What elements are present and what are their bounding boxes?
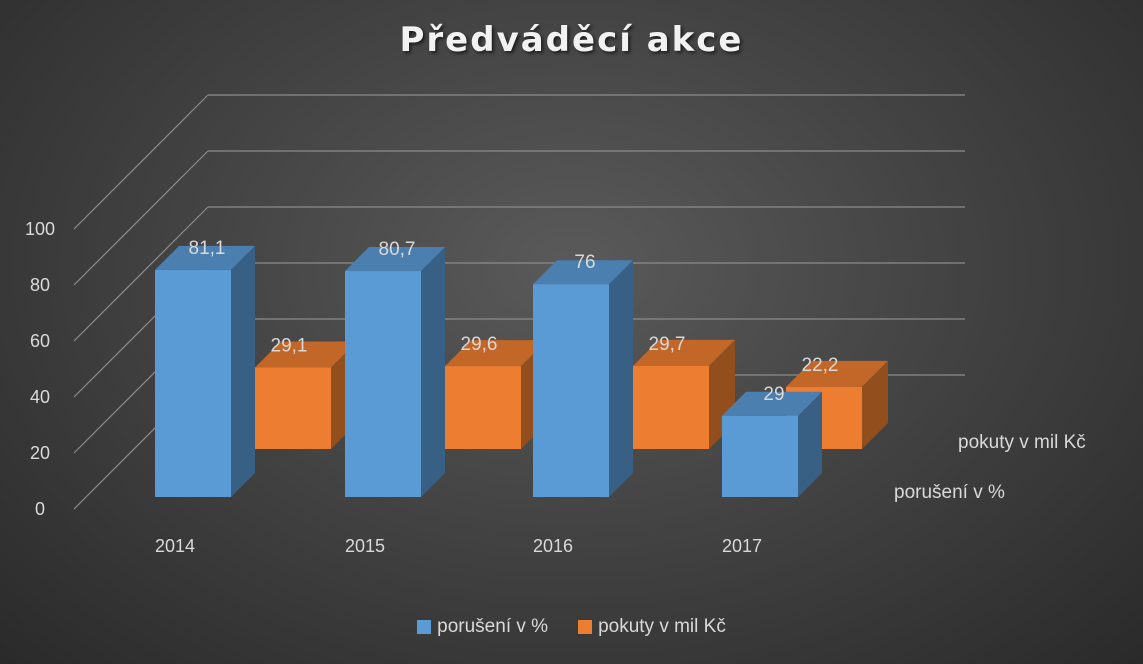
- data-label-series-1: 76: [574, 252, 595, 273]
- bar-series-2-2017: [786, 360, 888, 449]
- legend: porušení v % pokuty v mil Kč: [0, 616, 1143, 638]
- y-tick-label: 60: [30, 331, 50, 351]
- bar-series-2-2016: [633, 339, 735, 449]
- y-tick-label: 0: [35, 499, 45, 519]
- data-label-series-1: 80,7: [379, 239, 416, 260]
- gridline-diagonal: [73, 206, 209, 342]
- data-label-series-2: 29,1: [271, 336, 308, 357]
- x-tick-label: 2014: [155, 536, 195, 556]
- legend-swatch-series-2: [578, 620, 593, 634]
- bar-series-1-2014-front: [155, 269, 231, 497]
- legend-item-series-1: porušení v %: [417, 616, 548, 638]
- bar-series-2-2014: [255, 341, 357, 449]
- bar-series-2-2016-top: [633, 339, 735, 366]
- bar-series-2-2015-front: [445, 366, 521, 449]
- bar-series-2-2014-front: [255, 367, 331, 449]
- data-label-series-1: 29: [763, 384, 784, 405]
- bar-series-2-2015: [445, 340, 547, 449]
- y-tick-label: 20: [30, 443, 50, 463]
- bar-series-1-2016-top: [533, 260, 633, 285]
- bar-series-2-2016-front: [633, 365, 709, 449]
- bar-series-1-2017-side: [798, 391, 822, 497]
- bar-series-2-2014-top: [255, 341, 357, 368]
- bar-series-1-2014-top: [155, 245, 255, 270]
- bar-series-1-2015-top: [345, 247, 445, 272]
- legend-item-series-2: pokuty v mil Kč: [578, 616, 726, 638]
- legend-label-series-2: pokuty v mil Kč: [598, 616, 726, 637]
- data-label-series-2: 29,6: [461, 334, 498, 355]
- data-label-series-1: 81,1: [189, 238, 226, 259]
- bar-series-2-2017-top: [786, 360, 888, 387]
- bar-series-1-2016: [533, 260, 633, 497]
- x-tick-label: 2015: [345, 536, 385, 556]
- y-tick-label: 80: [30, 275, 50, 295]
- y-tick-label: 40: [30, 387, 50, 407]
- chart-title: Předváděcí akce: [399, 20, 744, 60]
- legend-swatch-series-1: [417, 620, 432, 634]
- bar-series-1-2014-side: [231, 245, 255, 497]
- data-label-series-2: 29,7: [649, 334, 686, 355]
- bar-series-1-2015: [345, 247, 445, 497]
- bar-series-1-2016-front: [533, 284, 609, 497]
- x-tick-label: 2016: [533, 536, 573, 556]
- bar-series-1-2014: [155, 245, 255, 497]
- gridline-diagonal: [73, 94, 209, 230]
- depth-label-series-2: pokuty v mil Kč: [958, 432, 1086, 453]
- bar-series-1-2016-side: [609, 260, 633, 497]
- gridline-diagonal: [73, 150, 209, 286]
- y-tick-label: 100: [25, 219, 55, 239]
- depth-label-series-1: porušení v %: [894, 482, 1005, 503]
- bar-series-1-2017: [722, 391, 822, 497]
- x-tick-label: 2017: [722, 536, 762, 556]
- bar-series-2-2017-side: [862, 360, 888, 449]
- bar-series-1-2017-front: [722, 415, 798, 497]
- data-label-series-2: 22,2: [802, 355, 839, 376]
- bar-series-1-2017-top: [722, 391, 822, 416]
- bar-series-2-2015-top: [445, 340, 547, 367]
- bar-series-1-2015-front: [345, 271, 421, 497]
- legend-label-series-1: porušení v %: [437, 616, 549, 637]
- bar-series-1-2015-side: [421, 247, 445, 497]
